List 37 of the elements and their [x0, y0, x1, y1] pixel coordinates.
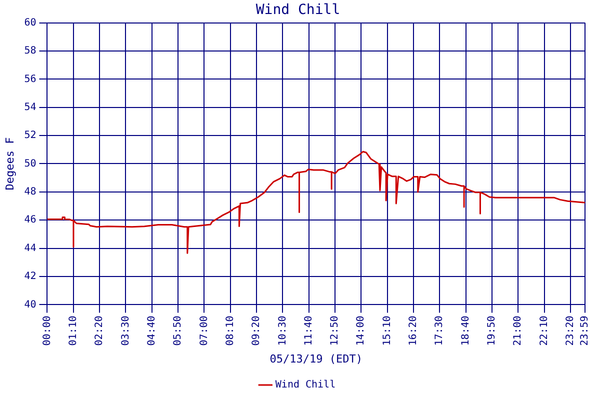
x-tick-label: 00:00	[42, 316, 53, 346]
x-tick-label: 05:50	[172, 316, 184, 346]
x-tick-label: 23:20	[565, 316, 576, 346]
y-axis-title: Degees F	[3, 137, 16, 190]
x-tick-label: 03:30	[120, 316, 132, 346]
x-tick-label: 02:20	[94, 316, 106, 346]
x-tick-label: 19:50	[486, 316, 498, 346]
x-tick-label: 22:10	[538, 316, 550, 346]
x-tick-label: 07:00	[198, 316, 210, 346]
x-tick-label: 15:10	[382, 316, 393, 346]
x-tick-label: 21:00	[512, 316, 524, 346]
x-tick-label: 01:10	[68, 316, 79, 346]
y-tick-label: 40	[24, 299, 36, 310]
x-tick-label: 17:30	[434, 316, 446, 346]
x-axis-title: 05/13/19 (EDT)	[270, 352, 362, 366]
y-tick-label: 56	[24, 74, 36, 85]
x-tick-label: 08:10	[224, 316, 236, 346]
x-tick-label: 04:40	[146, 316, 158, 346]
x-tick-label: 23:59	[580, 316, 591, 346]
x-tick-label: 18:40	[460, 316, 472, 346]
y-tick-label: 48	[24, 186, 36, 198]
y-tick-label: 42	[24, 271, 36, 282]
y-tick-label: 50	[24, 158, 36, 170]
y-tick-label: 52	[24, 130, 36, 142]
y-tick-label: 54	[24, 102, 36, 113]
x-tick-label: 10:30	[277, 316, 288, 346]
x-tick-label: 11:40	[303, 316, 314, 346]
y-tick-label: 58	[24, 46, 36, 57]
x-tick-label: 16:20	[408, 316, 420, 346]
x-tick-label: 14:00	[356, 316, 367, 346]
y-tick-label: 46	[24, 214, 36, 226]
x-tick-label: 09:20	[251, 316, 262, 346]
y-tick-label: 44	[24, 242, 36, 254]
legend-label: Wind Chill	[275, 380, 336, 391]
x-tick-label: 12:50	[330, 316, 341, 346]
y-tick-label: 60	[24, 17, 36, 28]
chart-title: Wind Chill	[256, 2, 340, 18]
